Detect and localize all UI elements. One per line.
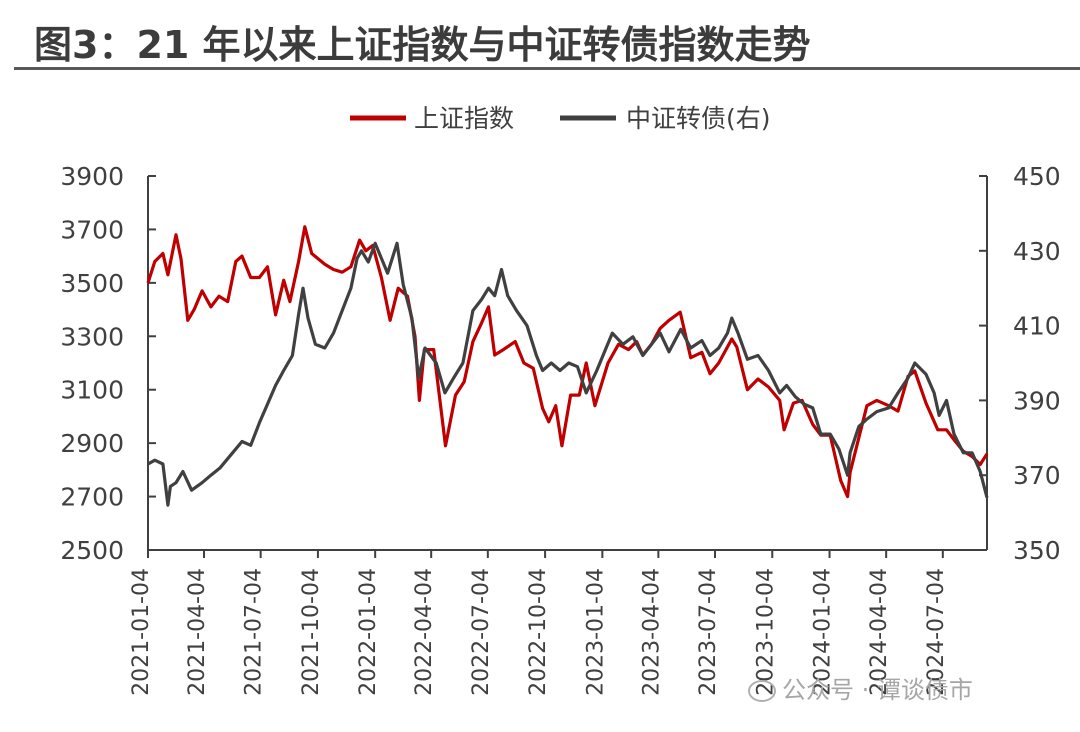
axes: 2500 2700 2900 3100 3300 3500 3700 3900 350 370 39… bbox=[60, 162, 1060, 696]
x-tick-label: 2024-07-04 bbox=[924, 568, 949, 696]
x-tick-label: 2023-01-04 bbox=[583, 568, 608, 696]
y-right-tick-label: 430 bbox=[1013, 237, 1061, 266]
x-tick-label: 2021-07-04 bbox=[242, 568, 267, 696]
y-right-tick-label: 370 bbox=[1013, 461, 1061, 490]
y-right-tick-label: 390 bbox=[1013, 386, 1061, 415]
x-tick-label: 2022-07-04 bbox=[469, 568, 494, 696]
series-line-sse-index bbox=[146, 225, 989, 499]
x-tick-label: 2023-04-04 bbox=[639, 568, 664, 696]
y-right-tick-label: 410 bbox=[1013, 312, 1061, 341]
x-tick-label: 2024-04-04 bbox=[867, 568, 892, 696]
series-layer bbox=[146, 225, 989, 507]
x-tick-label: 2023-07-04 bbox=[696, 568, 721, 696]
series-line-cb-index bbox=[147, 241, 989, 507]
legend-label: 中证转债(右) bbox=[626, 104, 771, 133]
x-tick-label: 2022-04-04 bbox=[412, 568, 437, 696]
wechat-icon bbox=[748, 680, 776, 702]
y-right-tick-label: 350 bbox=[1013, 536, 1061, 565]
y-left-tick-label: 3700 bbox=[60, 215, 124, 244]
y-left-tick-label: 2500 bbox=[60, 536, 124, 565]
x-tick-label: 2022-10-04 bbox=[526, 568, 551, 696]
x-tick-label: 2021-01-04 bbox=[129, 568, 154, 696]
y-right-tick-label: 450 bbox=[1013, 162, 1061, 191]
y-left-tick-label: 3100 bbox=[60, 376, 124, 405]
watermark: 公众号 · 谭谈债市 bbox=[748, 670, 973, 705]
y-left-tick-label: 2900 bbox=[60, 429, 124, 458]
x-tick-label: 2023-10-04 bbox=[753, 568, 778, 696]
figure-title: 图3：21 年以来上证指数与中证转债指数走势 bbox=[34, 23, 811, 67]
y-left-tick-label: 3300 bbox=[60, 322, 124, 351]
x-tick-label: 2021-10-04 bbox=[299, 568, 324, 696]
x-tick-label: 2022-01-04 bbox=[356, 568, 381, 696]
y-left-tick-label: 2700 bbox=[60, 483, 124, 512]
legend-label: 上证指数 bbox=[414, 104, 514, 133]
x-tick-label: 2021-04-04 bbox=[185, 568, 210, 696]
x-tick-label: 2024-01-04 bbox=[811, 568, 836, 696]
watermark-text: 公众号 · 谭谈债市 bbox=[782, 676, 973, 704]
legend: 上证指数 中证转债(右) bbox=[350, 104, 771, 133]
y-left-tick-label: 3900 bbox=[60, 162, 124, 191]
title-divider bbox=[14, 67, 1080, 70]
y-left-tick-label: 3500 bbox=[60, 269, 124, 298]
